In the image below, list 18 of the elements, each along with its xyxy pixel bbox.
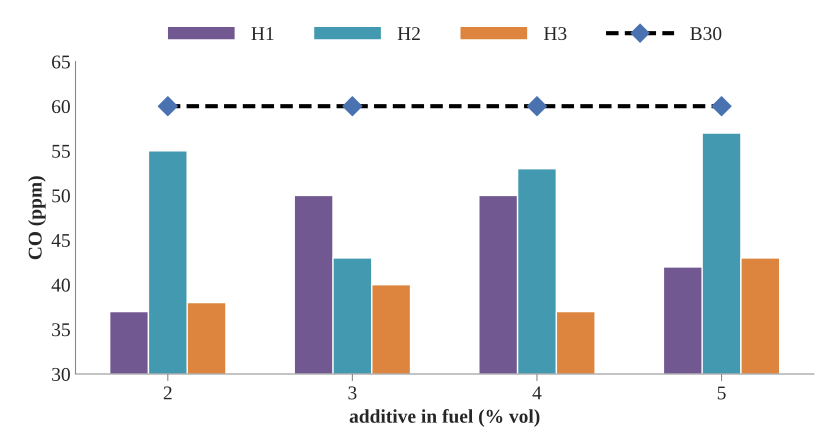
y-tick-label: 55	[52, 144, 70, 158]
x-tick-label: 3	[348, 386, 356, 400]
y-tick-label: 65	[52, 55, 70, 69]
y-tick-label: 60	[52, 100, 70, 114]
legend-label: H3	[544, 27, 566, 40]
legend-label: H1	[251, 27, 274, 40]
y-tick-label: 40	[52, 278, 70, 292]
x-tick-label: 4	[532, 386, 542, 400]
x-tick-label: 5	[718, 386, 726, 400]
y-tick-label: 45	[52, 234, 70, 248]
y-axis-title: CO (ppm)	[28, 176, 46, 260]
legend-label: H2	[398, 27, 420, 40]
x-tick-label: 2	[164, 386, 172, 400]
legend-label: B30	[690, 27, 722, 40]
y-tick-label: 50	[52, 189, 70, 202]
x-axis-title: additive in fuel (% vol)	[350, 408, 540, 427]
y-tick-label: 30	[52, 368, 70, 381]
y-tick-label: 35	[52, 323, 70, 336]
